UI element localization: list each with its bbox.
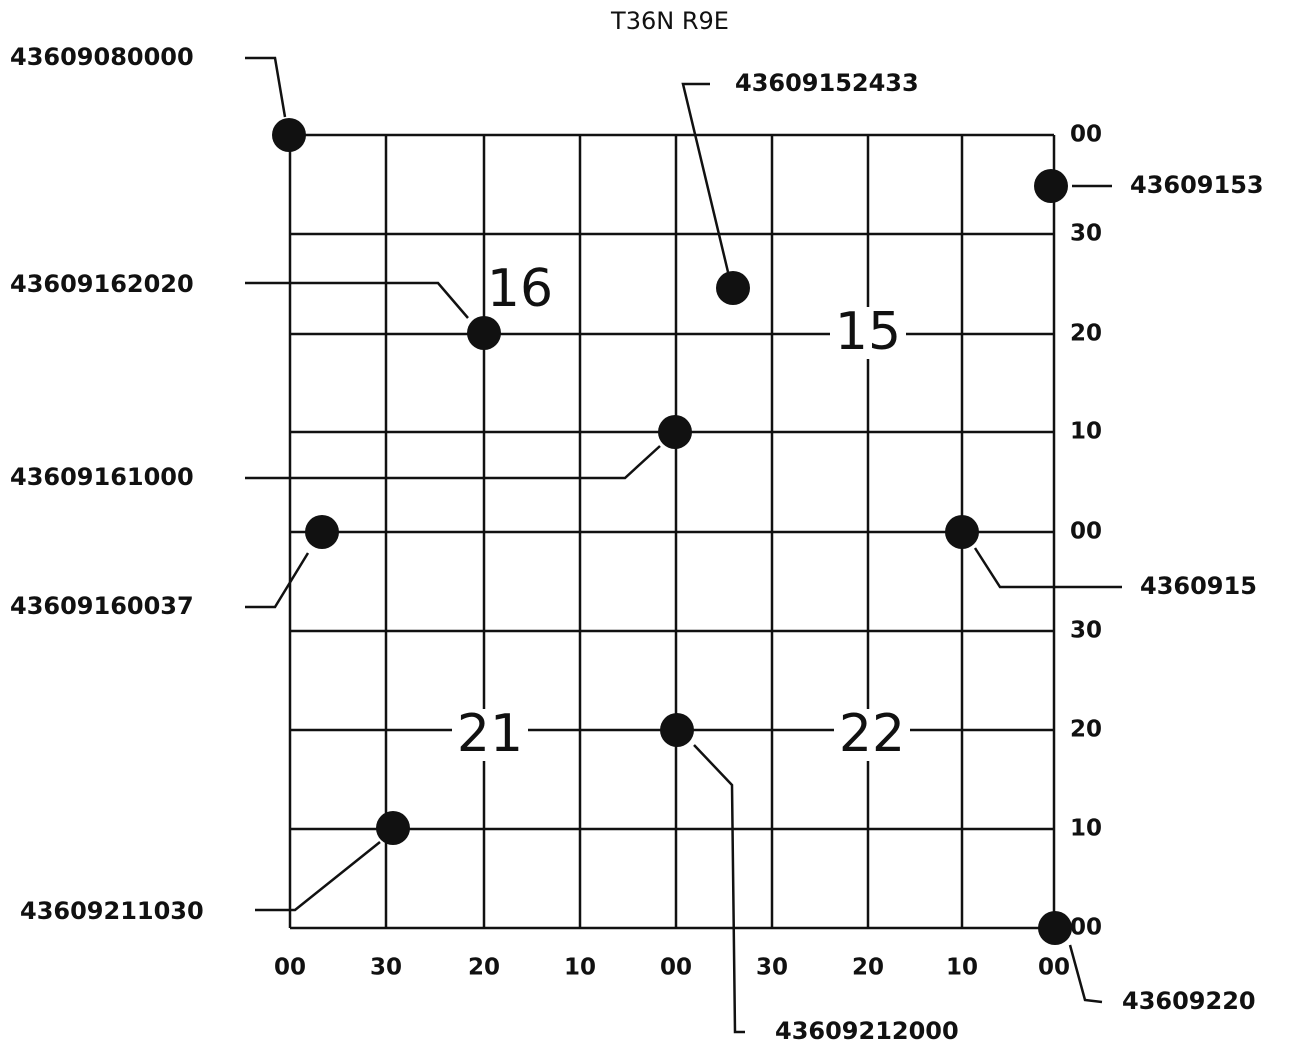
- leader-line: [973, 547, 1122, 589]
- leader-line: [1068, 944, 1103, 1004]
- section-number: 21: [457, 704, 523, 764]
- parcel-id: 43609161000: [10, 463, 194, 491]
- map-title: T36N R9E: [610, 7, 729, 35]
- bottom-label: 10: [946, 955, 978, 981]
- label-bg: [834, 709, 910, 761]
- right-label: 30: [1070, 221, 1102, 247]
- bottom-label: 00: [274, 955, 306, 981]
- bottom-label: 20: [468, 955, 500, 981]
- parcel-point: [467, 316, 501, 350]
- right-label: 10: [1070, 419, 1102, 445]
- leader-line: [245, 281, 469, 319]
- right-label: 00: [1070, 915, 1102, 941]
- parcel-point: [1038, 911, 1072, 945]
- right-label: 30: [1070, 618, 1102, 644]
- leader-line: [245, 56, 287, 118]
- parcel-id: 43609211030: [20, 897, 204, 925]
- bottom-label: 30: [756, 955, 788, 981]
- parcel-point: [1034, 169, 1068, 203]
- right-label: 00: [1070, 519, 1102, 545]
- bottom-label: 10: [564, 955, 596, 981]
- parcel-point: [658, 415, 692, 449]
- right-label: 10: [1070, 816, 1102, 842]
- parcel-id: 43609080000: [10, 43, 194, 71]
- leader-line: [245, 445, 661, 480]
- leader-line: [681, 82, 730, 273]
- right-label: 20: [1070, 321, 1102, 347]
- bottom-label: 00: [660, 955, 692, 981]
- leader-line: [693, 744, 745, 1034]
- parcel-id: 43609160037: [10, 592, 194, 620]
- section-number: 16: [487, 259, 553, 319]
- parcel-point: [376, 811, 410, 845]
- label-bg: [452, 709, 528, 761]
- grid: [288, 133, 1056, 930]
- parcel-id: 4360915: [1140, 572, 1257, 600]
- section-number: 15: [835, 302, 901, 362]
- leader-line: [245, 552, 310, 609]
- parcel-point: [716, 271, 750, 305]
- parcel-id: 43609152433: [735, 69, 919, 97]
- right-label: 00: [1070, 122, 1102, 148]
- bottom-label: 20: [852, 955, 884, 981]
- label-bg: [830, 307, 906, 359]
- leader-line: [255, 841, 381, 912]
- right-label: 20: [1070, 717, 1102, 743]
- bottom-label: 00: [1038, 955, 1070, 981]
- parcel-point: [305, 515, 339, 549]
- parcel-id: 43609153: [1130, 171, 1264, 199]
- section-number: 22: [839, 704, 905, 764]
- parcel-id: 43609220: [1122, 987, 1256, 1015]
- parcel-point: [945, 515, 979, 549]
- bottom-label: 30: [370, 955, 402, 981]
- parcel-point: [660, 713, 694, 747]
- parcel-id: 43609212000: [775, 1017, 959, 1045]
- parcel-point: [272, 118, 306, 152]
- parcel-id: 43609162020: [10, 270, 194, 298]
